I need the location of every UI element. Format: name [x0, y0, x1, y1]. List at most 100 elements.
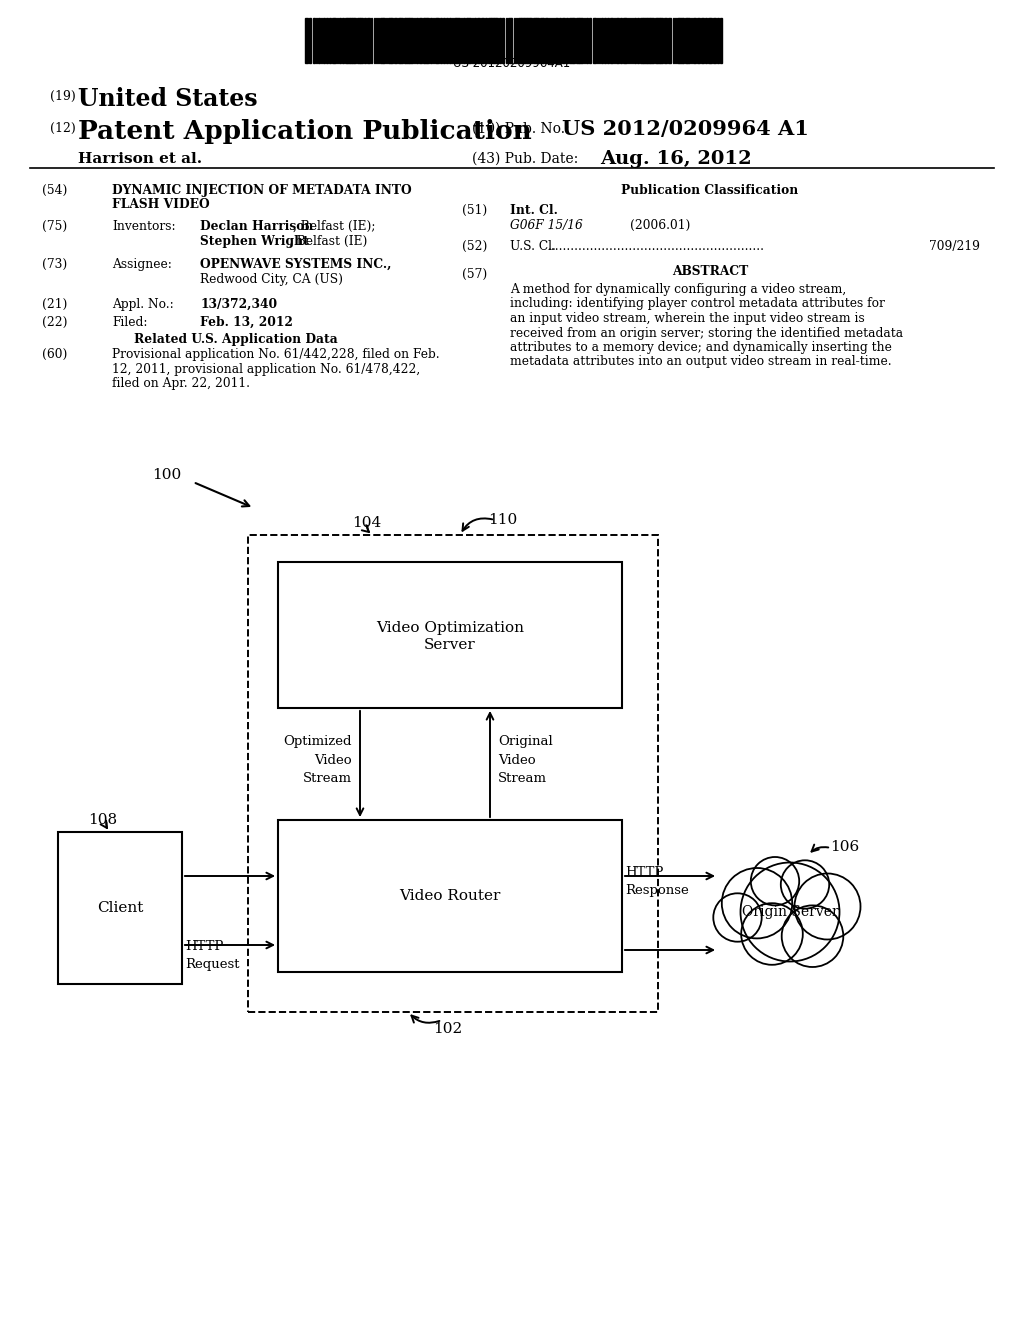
Bar — [604, 18, 606, 63]
Bar — [487, 18, 490, 63]
Bar — [634, 18, 636, 63]
Bar — [708, 18, 710, 63]
Circle shape — [781, 906, 844, 968]
Text: (73): (73) — [42, 257, 68, 271]
Bar — [463, 18, 465, 63]
Text: received from an origin server; storing the identified metadata: received from an origin server; storing … — [510, 326, 903, 339]
Bar — [584, 18, 586, 63]
Bar — [527, 18, 529, 63]
Bar — [376, 18, 377, 63]
Bar — [524, 18, 527, 63]
Text: , Belfast (IE): , Belfast (IE) — [289, 235, 368, 248]
Bar — [318, 18, 319, 63]
Bar — [673, 18, 675, 63]
Bar — [468, 18, 471, 63]
Text: Int. Cl.: Int. Cl. — [510, 205, 558, 216]
Text: 709/219: 709/219 — [929, 240, 980, 253]
Bar — [386, 18, 387, 63]
Bar — [416, 18, 418, 63]
Bar — [562, 18, 564, 63]
Bar — [508, 18, 511, 63]
Bar — [430, 18, 432, 63]
Text: Server: Server — [424, 638, 476, 652]
Bar — [339, 18, 341, 63]
Text: Publication Classification: Publication Classification — [622, 183, 799, 197]
Bar — [347, 18, 350, 63]
Bar — [683, 18, 684, 63]
Bar — [601, 18, 603, 63]
Bar — [640, 18, 643, 63]
Bar — [391, 18, 393, 63]
Bar — [679, 18, 683, 63]
Bar — [312, 18, 314, 63]
Text: HTTP
Request: HTTP Request — [185, 940, 240, 972]
Bar — [665, 18, 667, 63]
Bar — [616, 18, 618, 63]
Text: an input video stream, wherein the input video stream is: an input video stream, wherein the input… — [510, 312, 864, 325]
Bar — [643, 18, 646, 63]
Bar — [337, 18, 338, 63]
Bar — [352, 18, 353, 63]
Bar — [452, 18, 454, 63]
Text: 108: 108 — [88, 813, 117, 828]
Bar — [607, 18, 609, 63]
Bar — [534, 18, 536, 63]
Bar — [580, 18, 583, 63]
Bar — [492, 18, 494, 63]
Text: (10) Pub. No.:: (10) Pub. No.: — [472, 121, 569, 136]
Bar — [541, 18, 543, 63]
Bar — [720, 18, 722, 63]
Bar — [384, 18, 385, 63]
Bar — [499, 18, 501, 63]
Bar — [381, 18, 383, 63]
Text: 110: 110 — [488, 513, 517, 527]
Bar — [705, 18, 707, 63]
Bar — [354, 18, 356, 63]
Bar — [551, 18, 552, 63]
Text: Video Router: Video Router — [399, 888, 501, 903]
Bar — [350, 18, 352, 63]
Circle shape — [780, 861, 829, 908]
Bar — [371, 18, 373, 63]
Bar — [394, 18, 396, 63]
Bar — [367, 18, 370, 63]
Bar — [427, 18, 429, 63]
Bar — [461, 18, 462, 63]
Bar — [502, 18, 504, 63]
Bar — [474, 18, 476, 63]
Bar — [565, 18, 568, 63]
Text: Aug. 16, 2012: Aug. 16, 2012 — [600, 150, 752, 168]
Bar — [660, 18, 664, 63]
Text: (12): (12) — [50, 121, 76, 135]
Circle shape — [741, 903, 803, 965]
Text: 13/372,340: 13/372,340 — [200, 298, 278, 312]
Text: G06F 15/16: G06F 15/16 — [510, 219, 583, 231]
Bar — [555, 18, 558, 63]
Bar — [454, 18, 456, 63]
Bar — [573, 18, 574, 63]
Bar — [657, 18, 659, 63]
Text: ........................................................: ........................................… — [548, 240, 765, 253]
Bar — [521, 18, 524, 63]
Bar — [537, 18, 540, 63]
Bar — [668, 18, 671, 63]
Text: Appl. No.:: Appl. No.: — [112, 298, 174, 312]
Text: Optimized
Video
Stream: Optimized Video Stream — [284, 735, 352, 784]
Bar — [406, 18, 409, 63]
Bar — [466, 18, 467, 63]
Text: Video Optimization: Video Optimization — [376, 620, 524, 635]
Text: ABSTRACT: ABSTRACT — [672, 265, 749, 279]
Bar — [309, 18, 311, 63]
Bar — [675, 18, 677, 63]
Bar — [559, 18, 561, 63]
Bar — [518, 18, 520, 63]
Circle shape — [714, 894, 762, 941]
Bar — [457, 18, 460, 63]
Bar — [477, 18, 479, 63]
Bar — [440, 18, 442, 63]
Bar — [365, 18, 366, 63]
Text: Feb. 13, 2012: Feb. 13, 2012 — [200, 315, 293, 329]
Bar — [278, 820, 622, 972]
Bar — [410, 18, 413, 63]
Bar — [334, 18, 336, 63]
